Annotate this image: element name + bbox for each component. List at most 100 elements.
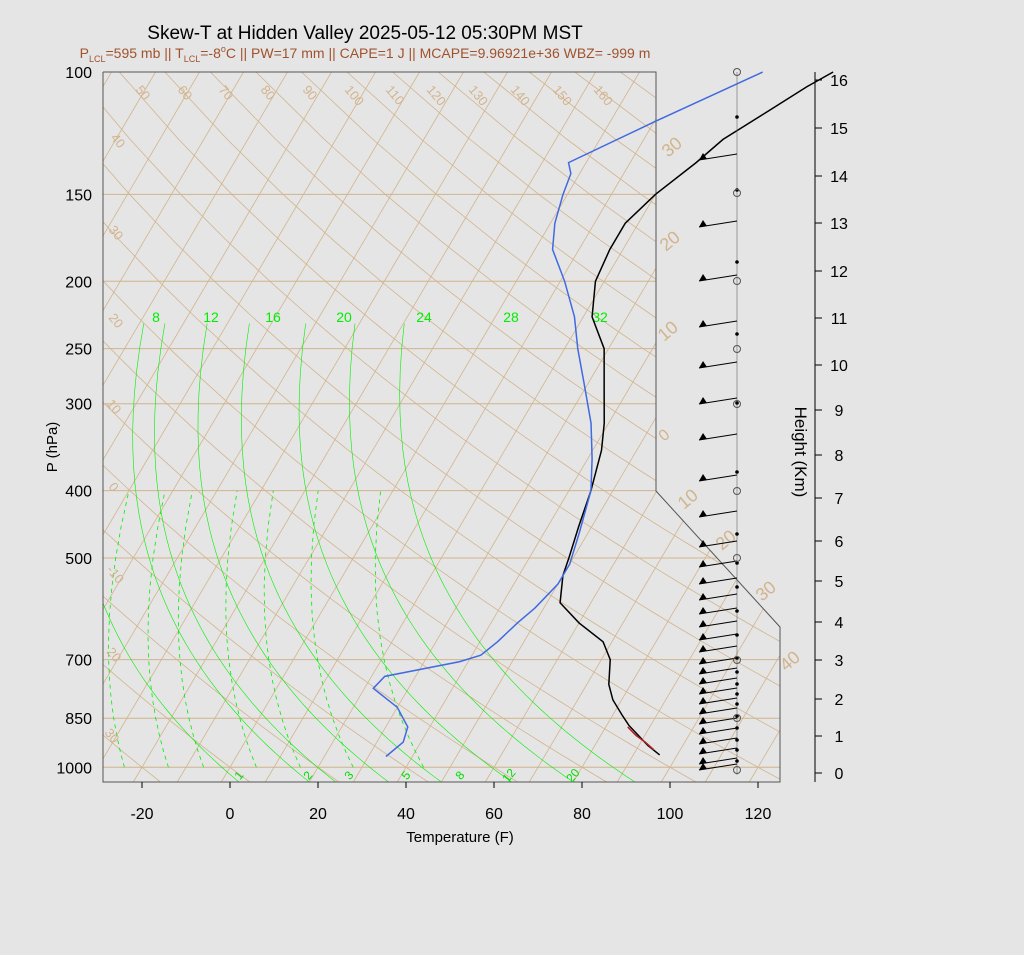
isotherm-line	[0, 72, 24, 782]
isotherm-line	[132, 72, 552, 782]
wind-barb-flag	[699, 737, 707, 744]
wind-barb-flag	[699, 474, 707, 481]
wind-barb-flag	[699, 593, 707, 600]
isotherm-line	[440, 72, 780, 782]
y-tick-label: 700	[65, 653, 92, 670]
moist-adiabat-line	[298, 323, 512, 782]
wind-barb-flag	[699, 633, 707, 640]
adiabat-label: 0	[656, 426, 674, 445]
dry-adiabat-line	[483, 72, 780, 782]
moist-adiabat-line	[399, 323, 636, 782]
chart-subtitle: PLCL=595 mb || TLCL=-8oC || PW=17 mm || …	[80, 44, 651, 64]
isotherm-label: 20	[104, 644, 125, 665]
wind-level-dot	[735, 656, 739, 660]
wind-level-ring	[733, 277, 741, 285]
isotherm-line	[264, 72, 684, 782]
wind-barb-flag	[699, 361, 707, 368]
mixing-ratio-label: 28	[503, 309, 519, 325]
wind-barb-flag	[699, 620, 707, 627]
y-tick-label: 300	[65, 397, 92, 414]
x-tick-label: 20	[309, 806, 327, 823]
plot-frame	[102, 71, 781, 783]
adiabat-label: 20	[712, 526, 740, 554]
adiabat-label: 20	[656, 227, 684, 255]
wind-barb-flag	[699, 707, 707, 714]
wind-barb-flag	[699, 677, 707, 684]
dewpoint-line	[372, 71, 764, 758]
height-tick-label: 10	[830, 358, 848, 375]
isotherm-line	[220, 72, 640, 782]
dry-adiabat-line	[103, 72, 250, 782]
dry-adiabat-line	[103, 72, 429, 782]
mixing-ratio-label: 32	[592, 309, 608, 325]
dry-adiabat-line	[392, 72, 780, 782]
isotherm-line	[103, 72, 376, 782]
isotherm-line	[103, 72, 464, 782]
height-axis-label: Height (Km)	[791, 407, 810, 498]
mixing-ratio-label: 8	[152, 309, 160, 325]
moist-adiabat-line	[197, 323, 389, 782]
isotherm-label: 10	[104, 396, 125, 417]
wind-level-dot	[735, 332, 739, 336]
wind-barb-flag	[699, 220, 707, 227]
height-tick-label: 3	[835, 653, 844, 670]
y-tick-label: 200	[65, 274, 92, 291]
wind-level-dot	[735, 633, 739, 637]
isotherm-line	[704, 72, 780, 782]
isotherm-line	[352, 72, 772, 782]
isotherm-label: -10	[104, 562, 128, 586]
isotherm-line	[1013, 72, 1024, 782]
dry-adiabat-line	[103, 72, 518, 782]
height-tick-label: 9	[835, 403, 844, 420]
wind-level-ring	[733, 345, 741, 353]
wind-barb-flag	[699, 274, 707, 281]
x-tick-label: 0	[226, 806, 235, 823]
wind-barb-flag	[699, 657, 707, 664]
chart-title: Skew-T at Hidden Valley 2025-05-12 05:30…	[147, 23, 583, 44]
isotherm-line	[793, 72, 1024, 782]
wind-level-dot	[735, 738, 739, 742]
height-tick-label: 13	[830, 216, 848, 233]
x-axis-label: Temperature (F)	[406, 829, 514, 846]
wind-level-ring	[733, 714, 741, 722]
dry-adiabat-line	[103, 72, 780, 782]
wind-barb-flag	[699, 697, 707, 704]
isotherm-line	[881, 72, 1024, 782]
wind-barb-flag	[699, 645, 707, 652]
isotherm-label: 110	[383, 82, 408, 108]
mixing-ratio-label: 24	[416, 309, 432, 325]
y-tick-label: 100	[65, 65, 92, 82]
y-tick-label: 400	[65, 484, 92, 501]
dry-adiabat-line	[255, 72, 780, 782]
y-axis-label: P (hPa)	[44, 422, 61, 473]
wind-level-ring	[733, 487, 741, 495]
isotherm-label: 140	[508, 82, 533, 108]
parcel-line	[627, 726, 655, 751]
dry-adiabat-line	[210, 72, 780, 782]
moist-adiabat-line	[154, 323, 336, 782]
isotherm-label: 120	[424, 82, 449, 108]
height-tick-label: 11	[831, 311, 848, 328]
isotherm-line	[660, 72, 780, 782]
isotherm-line	[176, 72, 596, 782]
isotherm-label: 80	[258, 82, 279, 103]
adiabat-label: 10	[654, 317, 682, 345]
height-tick-label: 16	[830, 73, 848, 90]
isotherm-label: 130	[466, 82, 491, 108]
wind-level-dot	[735, 692, 739, 696]
height-tick-label: 6	[835, 534, 844, 551]
temperature-line	[559, 71, 834, 756]
isotherm-label: 0	[106, 479, 122, 494]
isotherm-line	[396, 72, 780, 782]
mixing-ratio-line	[263, 490, 301, 768]
isotherm-line	[103, 72, 156, 782]
wind-barb-flag	[699, 717, 707, 724]
isotherm-label: 90	[300, 82, 321, 103]
wind-level-dot	[735, 260, 739, 264]
mixing-ratio-label: 1	[231, 768, 246, 782]
dry-adiabat-line	[103, 72, 607, 782]
isotherm-line	[969, 72, 1024, 782]
mixing-ratio-label: 5	[398, 768, 413, 782]
dry-adiabat-line	[164, 72, 780, 782]
height-tick-label: 1	[835, 729, 844, 746]
